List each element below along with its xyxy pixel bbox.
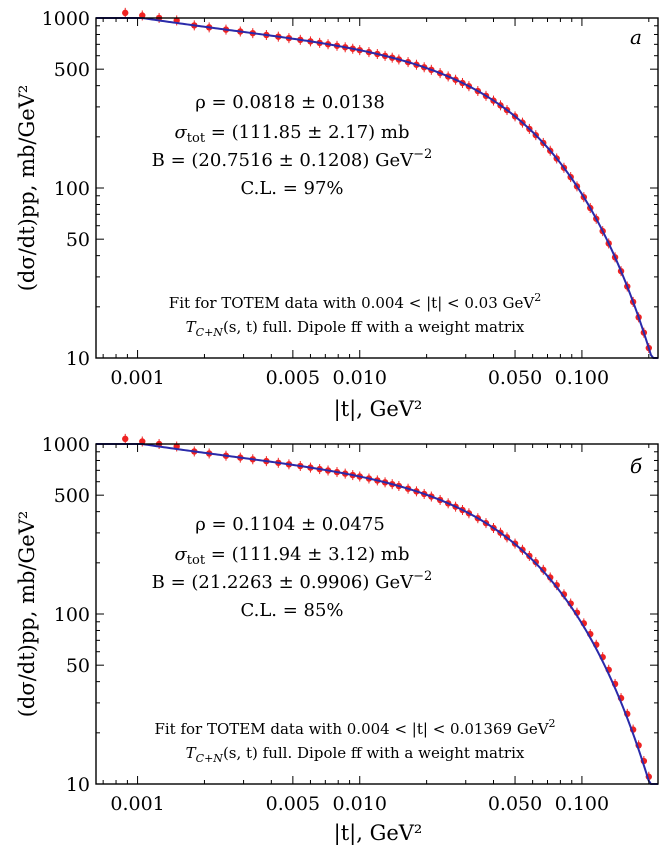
y-tick-label: 10 <box>66 774 90 796</box>
cl-annotation: C.L. = 97% <box>240 178 343 199</box>
y-tick-label: 50 <box>66 655 90 677</box>
fit-curve <box>96 17 658 359</box>
fit-description-line2: TC+N(s, t) full. Dipole ff with a weight… <box>186 318 525 339</box>
b-annotation: B = (20.7516 ± 0.1208) GeV−2 <box>152 147 433 171</box>
panel-label: б <box>630 454 643 478</box>
x-tick-labels: 0.001 0.005 0.010 0.050 0.100 <box>110 367 609 389</box>
y-tick-labels: 10 50 100 500 1000 <box>42 434 90 796</box>
y-tick-label: 1000 <box>42 8 90 30</box>
b-annotation: B = (21.2263 ± 0.9906) GeV−2 <box>152 569 433 593</box>
y-axis-title: (dσ/dt)pp, mb/GeV² <box>15 511 39 718</box>
fit-curve-line <box>96 443 658 785</box>
fit-description-line1: Fit for TOTEM data with 0.004 < |t| < 0.… <box>169 291 541 312</box>
fit-curve-line <box>96 17 658 359</box>
fit-description-line1: Fit for TOTEM data with 0.004 < |t| < 0.… <box>154 717 555 738</box>
x-tick-label: 0.005 <box>266 793 320 815</box>
plot-frame <box>95 17 659 359</box>
cl-annotation: C.L. = 85% <box>240 600 343 621</box>
x-tick-label: 0.005 <box>266 367 320 389</box>
panel-label: а <box>630 25 642 49</box>
y-tick-labels: 10 50 100 500 1000 <box>42 8 90 370</box>
fit-curve <box>96 443 658 785</box>
y-tick-label: 1000 <box>42 434 90 456</box>
x-axis-title: |t|, GeV² <box>334 821 423 846</box>
fit-description-line2: TC+N(s, t) full. Dipole ff with a weight… <box>186 744 525 765</box>
y-tick-label: 100 <box>54 604 90 626</box>
y-tick-label: 10 <box>66 348 90 370</box>
plot-frame <box>95 443 659 785</box>
x-tick-label: 0.001 <box>110 367 164 389</box>
y-tick-label: 100 <box>54 178 90 200</box>
chart-panel-a: 0.001 0.005 0.010 0.050 0.100 10 50 100 500 1000… <box>15 7 659 422</box>
x-tick-label: 0.010 <box>333 367 387 389</box>
x-tick-label: 0.010 <box>333 793 387 815</box>
chart-panel-b: 0.001 0.005 0.010 0.050 0.100 10 50 100 500 1000… <box>15 433 659 846</box>
x-tick-label: 0.050 <box>488 793 542 815</box>
y-tick-label: 50 <box>66 229 90 251</box>
x-tick-label: 0.050 <box>488 367 542 389</box>
y-tick-label: 500 <box>54 59 90 81</box>
x-tick-label: 0.100 <box>555 367 609 389</box>
rho-annotation: ρ = 0.1104 ± 0.0475 <box>195 514 385 535</box>
y-tick-label: 500 <box>54 485 90 507</box>
x-tick-label: 0.001 <box>110 793 164 815</box>
y-axis-title: (dσ/dt)pp, mb/GeV² <box>15 85 39 292</box>
x-axis-title: |t|, GeV² <box>334 397 423 422</box>
x-tick-labels: 0.001 0.005 0.010 0.050 0.100 <box>110 793 609 815</box>
sigma-annotation: σtot = (111.85 ± 2.17) mb <box>174 122 409 146</box>
sigma-annotation: σtot = (111.94 ± 3.12) mb <box>174 544 409 568</box>
rho-annotation: ρ = 0.0818 ± 0.0138 <box>195 92 385 113</box>
x-tick-label: 0.100 <box>555 793 609 815</box>
